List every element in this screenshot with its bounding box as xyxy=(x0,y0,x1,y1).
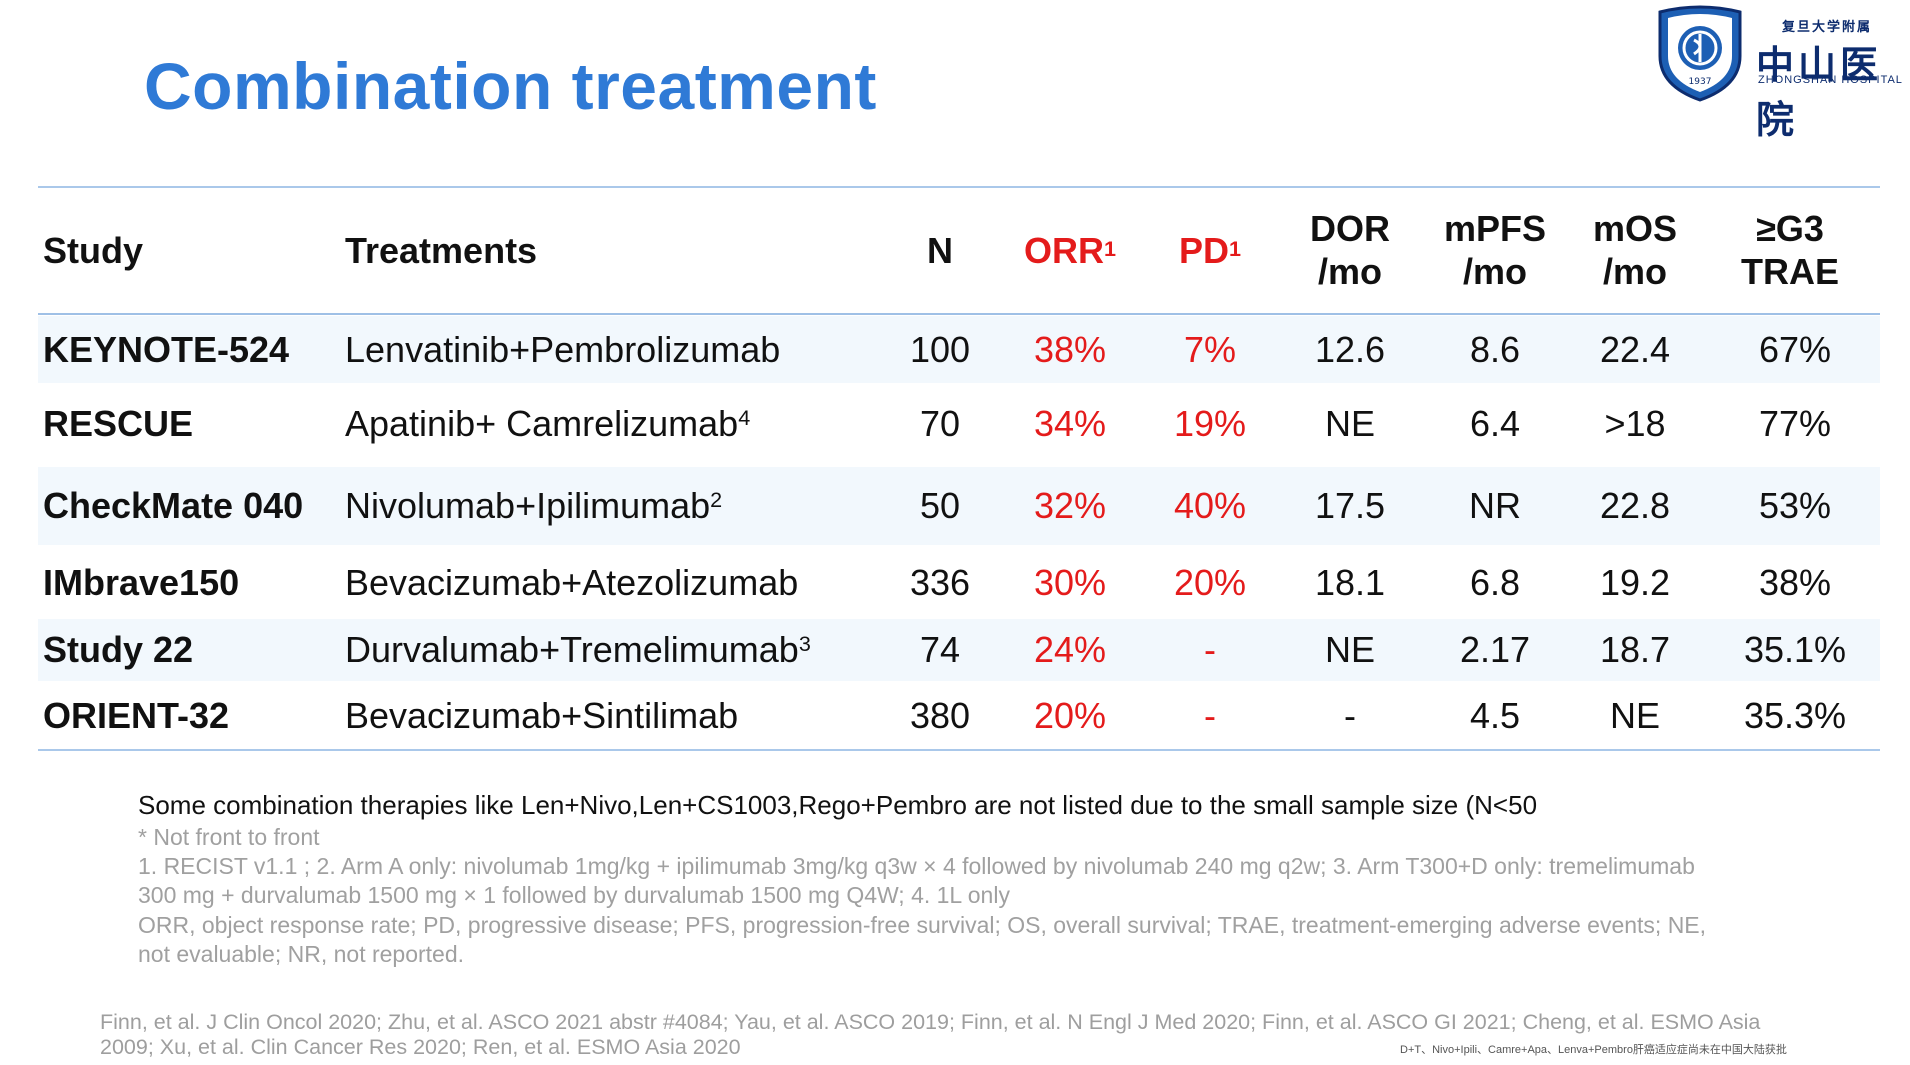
header-trae: ≥G3 TRAE xyxy=(1741,208,1839,292)
header-pd: PD1 xyxy=(1178,230,1242,271)
table-row: ORIENT-32 Bevacizumab+Sintilimab 380 20%… xyxy=(38,684,1880,748)
treatment: Bevacizumab+Sintilimab xyxy=(345,695,739,736)
mpfs-value: 4.5 xyxy=(1469,695,1521,736)
header-mpfs: mPFS/mo xyxy=(1443,208,1547,292)
header-treatments: Treatments xyxy=(345,230,538,271)
study-name: CheckMate 040 xyxy=(43,485,304,526)
trae-value: 67% xyxy=(1758,328,1832,370)
study-name: Study 22 xyxy=(43,629,194,670)
dor-value: - xyxy=(1344,695,1356,736)
dor-value: 12.6 xyxy=(1314,328,1386,370)
pd-value: 20% xyxy=(1173,562,1247,603)
table-row: KEYNOTE-524 Lenvatinib+Pembrolizumab 100… xyxy=(38,316,1880,383)
n-value: 380 xyxy=(909,695,971,736)
mpfs-value: 6.8 xyxy=(1469,562,1521,603)
trae-value: 35.3% xyxy=(1743,695,1847,736)
footnote-line: 300 mg + durvalumab 1500 mg × 1 followed… xyxy=(138,882,1010,908)
table-header-rule xyxy=(38,313,1880,315)
orr-value: 34% xyxy=(1033,403,1107,444)
reference-line: Finn, et al. J Clin Oncol 2020; Zhu, et … xyxy=(100,1010,1761,1034)
pd-value: - xyxy=(1204,629,1216,670)
mpfs-value: NR xyxy=(1469,485,1521,526)
hospital-logo: 1937 复旦大学附属 中山医院 ZHONGSHAN HOSPITAL xyxy=(1648,4,1910,142)
header-n: N xyxy=(927,230,953,271)
orr-value: 38% xyxy=(1033,328,1107,370)
mos-value: 18.7 xyxy=(1599,629,1671,670)
mos-value: 22.4 xyxy=(1599,328,1671,370)
dor-value: NE xyxy=(1324,629,1375,670)
dor-value: 17.5 xyxy=(1314,485,1386,526)
header-dor: DOR/mo xyxy=(1310,208,1390,292)
mos-value: NE xyxy=(1609,695,1660,736)
trae-value: 77% xyxy=(1758,403,1832,444)
trae-value: 38% xyxy=(1758,562,1832,603)
study-name: ORIENT-32 xyxy=(43,695,230,736)
pd-value: 7% xyxy=(1183,328,1237,370)
n-value: 74 xyxy=(919,629,961,670)
footnote-main: Some combination therapies like Len+Nivo… xyxy=(138,790,1538,820)
footnote-line: not evaluable; NR, not reported. xyxy=(138,941,465,967)
table-row: IMbrave150 Bevacizumab+Atezolizumab 336 … xyxy=(38,550,1880,616)
logo-english-name: ZHONGSHAN HOSPITAL xyxy=(1758,74,1903,86)
n-value: 100 xyxy=(909,328,971,370)
footnote-line: ORR, object response rate; PD, progressi… xyxy=(138,912,1707,938)
table-bottom-rule xyxy=(38,749,1880,751)
table-row: Study 22 Durvalumab+Tremelimumab 3 74 24%… xyxy=(38,619,1880,681)
footnote-line: 1. RECIST v1.1 ; 2. Arm A only: nivoluma… xyxy=(138,853,1695,879)
pd-value: - xyxy=(1204,695,1216,736)
dor-value: 18.1 xyxy=(1314,562,1386,603)
treatment: Lenvatinib+Pembrolizumab xyxy=(345,328,781,370)
orr-value: 20% xyxy=(1033,695,1107,736)
header-mos: mOS/mo xyxy=(1592,208,1678,292)
mos-value: >18 xyxy=(1604,403,1666,444)
trae-value: 35.1% xyxy=(1743,629,1847,670)
table-row: RESCUE Apatinib+ Camrelizumab 4 70 34% 19… xyxy=(38,388,1880,460)
header-orr: ORR1 xyxy=(1023,230,1116,271)
svg-text:1937: 1937 xyxy=(1689,77,1712,87)
n-value: 336 xyxy=(909,562,971,603)
pd-value: 19% xyxy=(1173,403,1247,444)
orr-value: 30% xyxy=(1033,562,1107,603)
footnote-line: * Not front to front xyxy=(138,824,320,850)
study-name: RESCUE xyxy=(43,403,194,444)
mpfs-value: 6.4 xyxy=(1469,403,1521,444)
treatment: Nivolumab+Ipilimumab 2 xyxy=(345,485,723,526)
reference-line: 2009; Xu, et al. Clin Cancer Res 2020; R… xyxy=(100,1035,741,1059)
mos-value: 19.2 xyxy=(1599,562,1671,603)
treatment: Bevacizumab+Atezolizumab xyxy=(345,562,799,603)
n-value: 70 xyxy=(919,403,961,444)
dor-value: NE xyxy=(1324,403,1375,444)
logo-hospital-name: 中山医院 xyxy=(1756,45,1883,142)
mpfs-value: 8.6 xyxy=(1469,328,1521,370)
study-name: KEYNOTE-524 xyxy=(43,328,290,370)
treatment: Apatinib+ Camrelizumab 4 xyxy=(345,403,751,444)
trae-value: 53% xyxy=(1758,485,1832,526)
orr-value: 24% xyxy=(1033,629,1107,670)
treatment: Durvalumab+Tremelimumab 3 xyxy=(345,629,811,670)
shield-emblem-icon: 1937 xyxy=(1658,5,1742,102)
pd-value: 40% xyxy=(1173,485,1247,526)
mos-value: 22.8 xyxy=(1599,485,1671,526)
n-value: 50 xyxy=(919,485,961,526)
approval-note: D+T、Nivo+Ipili、Camre+Apa、Lenva+Pembro肝癌适… xyxy=(1400,1044,1787,1056)
header-study: Study xyxy=(43,230,144,271)
mpfs-value: 2.17 xyxy=(1459,629,1531,670)
orr-value: 32% xyxy=(1033,485,1107,526)
study-name: IMbrave150 xyxy=(43,562,240,603)
table-row: CheckMate 040 Nivolumab+Ipilimumab 2 50 3… xyxy=(38,467,1880,545)
slide-title: Combination treatment xyxy=(144,49,877,123)
table-top-rule xyxy=(38,186,1880,188)
logo-affiliation: 复旦大学附属 xyxy=(1782,19,1873,34)
